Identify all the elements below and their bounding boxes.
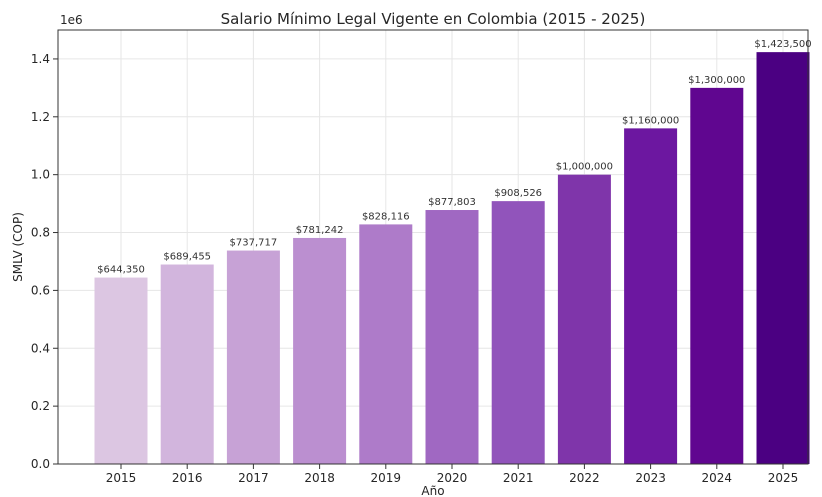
y-tick-label: 1.2: [31, 110, 50, 124]
x-tick-label: 2016: [172, 471, 203, 485]
y-tick-label: 0.0: [31, 457, 50, 471]
x-tick-label: 2021: [503, 471, 534, 485]
data-label-2023: $1,160,000: [622, 115, 679, 126]
y-axis-label: SMLV (COP): [11, 212, 25, 282]
x-tick-label: 2022: [569, 471, 600, 485]
data-label-2020: $877,803: [428, 197, 476, 208]
data-label-2019: $828,116: [362, 211, 410, 222]
y-tick-label: 0.4: [31, 341, 50, 355]
bar-2021: [491, 201, 545, 464]
bar-2024: [690, 87, 744, 464]
x-tick-label: 2020: [437, 471, 468, 485]
x-tick-label: 2018: [304, 471, 335, 485]
bar-2015: [94, 277, 148, 464]
x-axis-label: Año: [421, 484, 444, 497]
data-label-2018: $781,242: [296, 225, 344, 236]
bars: [94, 52, 810, 464]
x-tick-label: 2024: [702, 471, 733, 485]
labels: 0.0 0.2 0.4 0.6 0.8 1.0 1.2 1.4 2015 $644,350 2016…: [31, 39, 812, 485]
data-label-2017: $737,717: [230, 238, 278, 249]
y-tick-label: 1.0: [31, 168, 50, 182]
data-label-2022: $1,000,000: [556, 162, 613, 173]
bar-2019: [359, 224, 413, 464]
bar-2018: [293, 237, 347, 464]
x-tick-label: 2017: [238, 471, 269, 485]
y-tick-label: 0.8: [31, 226, 50, 240]
chart-title: Salario Mínimo Legal Vigente en Colombia…: [221, 10, 646, 28]
plot-frame: [57, 29, 809, 465]
y-axis-offset-label: 1e6: [60, 13, 83, 27]
bar-2017: [226, 250, 280, 464]
y-tick-label: 0.2: [31, 399, 50, 413]
x-tick-label: 2015: [106, 471, 137, 485]
y-tick-label: 1.4: [31, 52, 50, 66]
bar-2022: [557, 174, 611, 464]
bar-2016: [160, 264, 214, 464]
data-label-2021: $908,526: [494, 188, 542, 199]
bar-2020: [425, 210, 479, 464]
axes: [53, 29, 809, 469]
data-label-2016: $689,455: [163, 252, 211, 263]
y-tick-label: 0.6: [31, 283, 50, 297]
data-label-2025: $1,423,500: [754, 39, 811, 50]
bar-2025: [756, 52, 810, 464]
data-label-2015: $644,350: [97, 265, 145, 276]
data-label-2024: $1,300,000: [688, 75, 745, 86]
x-tick-label: 2023: [635, 471, 666, 485]
x-tick-label: 2025: [768, 471, 799, 485]
x-tick-label: 2019: [371, 471, 402, 485]
bar-2023: [624, 128, 678, 464]
